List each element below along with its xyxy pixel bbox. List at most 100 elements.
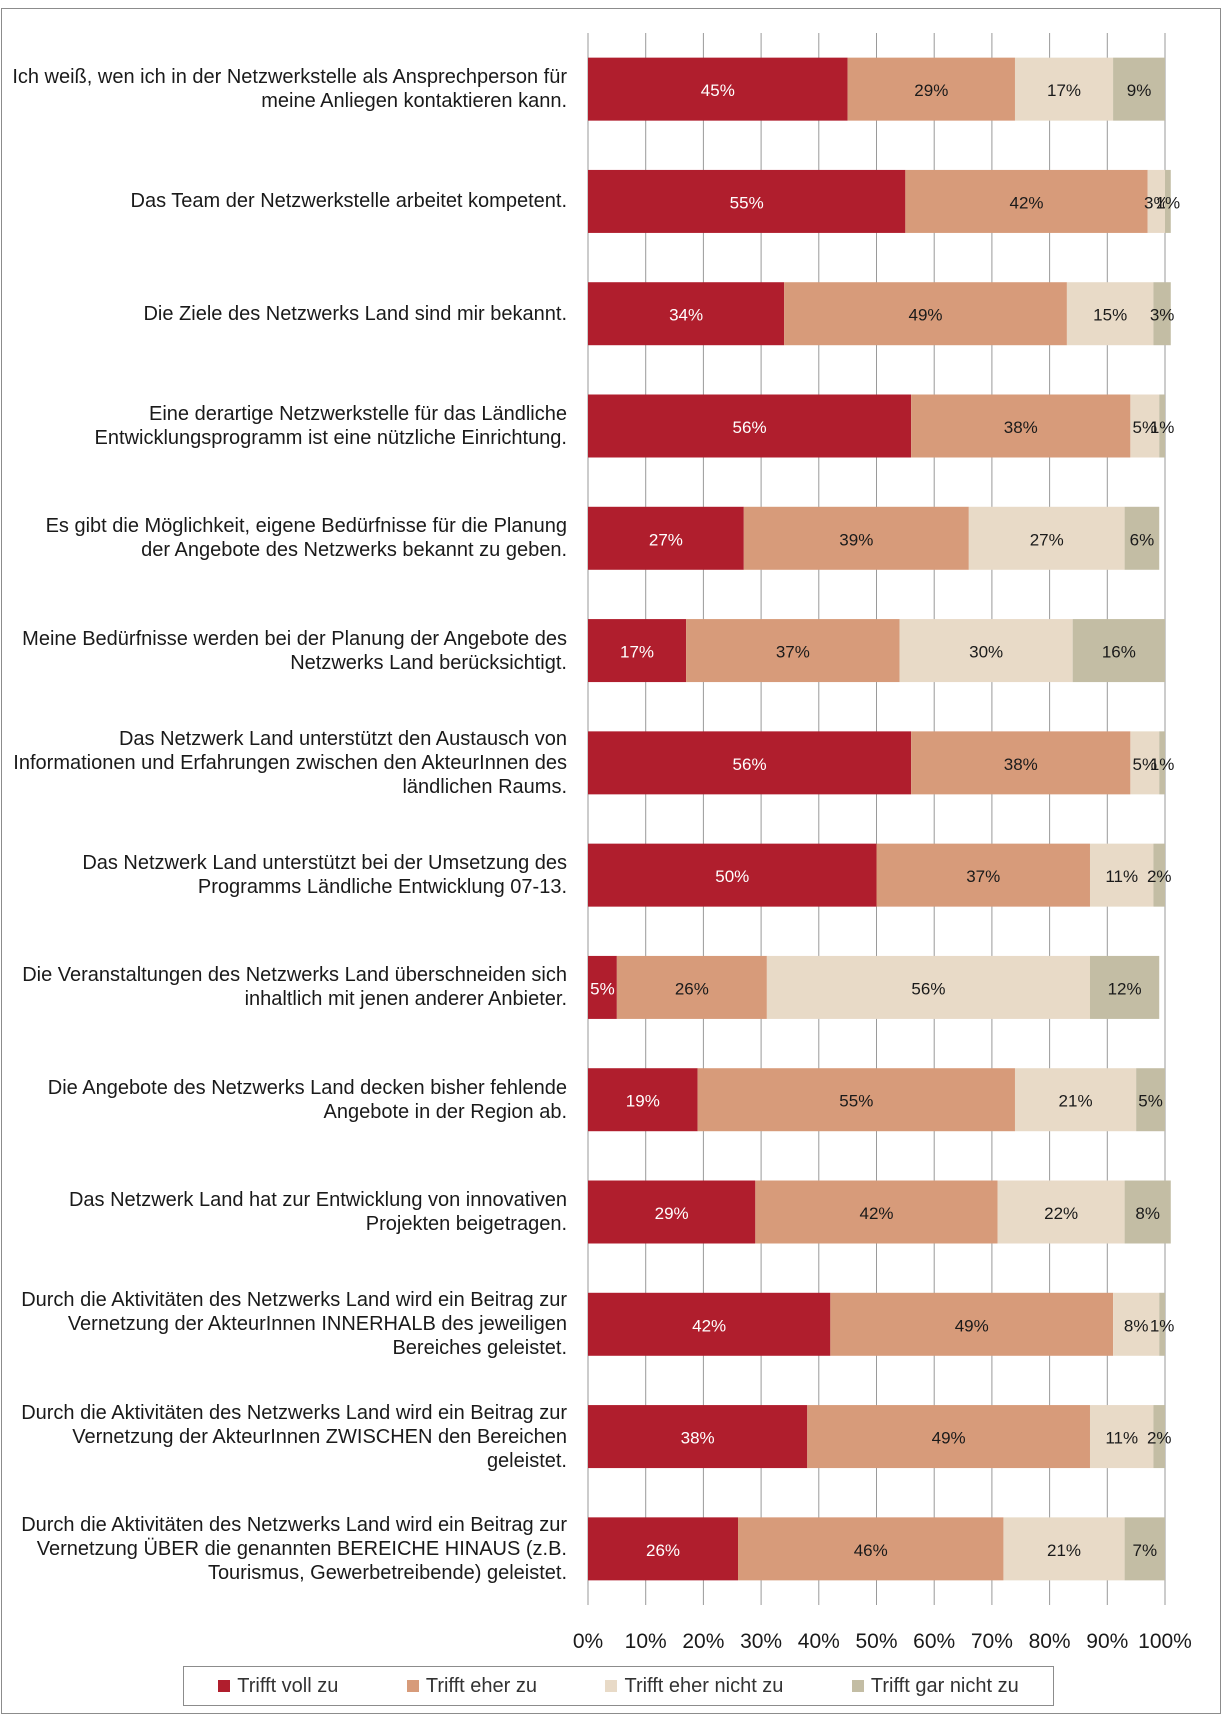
data-label: 55% (730, 193, 764, 212)
category-label-text: Das Netzwerk Land unterstützt bei der Um… (82, 852, 567, 899)
data-label: 9% (1127, 81, 1152, 100)
legend-label: Trifft eher zu (425, 1674, 537, 1697)
data-label: 29% (914, 81, 948, 100)
data-label: 26% (646, 1541, 680, 1560)
bar-segment (1130, 731, 1160, 795)
data-label: 19% (626, 1092, 660, 1111)
legend-item: Trifft eher nicht zu (605, 1675, 783, 1698)
category-label-text: Das Team der Netzwerkstelle arbeitet kom… (130, 190, 568, 213)
bar-segment (755, 1180, 998, 1244)
legend-label: Trifft voll zu (237, 1674, 339, 1697)
data-label: 11% (1105, 1429, 1138, 1448)
data-label: 5% (1133, 755, 1158, 774)
bar-segment (1014, 57, 1114, 121)
data-label: 42% (859, 1204, 893, 1223)
data-label: 5% (590, 979, 615, 998)
category-label: Die Veranstaltungen des Netzwerks Land ü… (12, 933, 567, 1041)
chart-frame (1, 8, 1221, 1714)
bar-segment (1113, 57, 1165, 121)
data-label: 1% (1150, 418, 1175, 437)
category-label-text: Meine Bedürfnisse werden bei der Planung… (22, 627, 567, 674)
data-label: 38% (681, 1429, 715, 1448)
legend-label: Trifft eher nicht zu (624, 1674, 784, 1697)
data-label: 3% (1150, 306, 1175, 325)
data-label: 55% (839, 1092, 873, 1111)
data-label: 3% (1144, 193, 1169, 212)
bar-segment (738, 1517, 1004, 1581)
bar-segment (1147, 169, 1165, 233)
bar-segment (876, 843, 1090, 907)
data-label: 21% (1047, 1541, 1081, 1560)
data-label: 12% (1108, 979, 1142, 998)
data-label: 38% (1004, 755, 1038, 774)
x-tick-label: 70% (971, 1630, 1013, 1653)
x-tick-label: 10% (625, 1630, 667, 1653)
bar-segment (1014, 1068, 1137, 1132)
bar-segment (588, 169, 906, 233)
category-label-text: Die Ziele des Netzwerks Land sind mir be… (143, 302, 567, 325)
data-label: 29% (655, 1204, 689, 1223)
category-label: Durch die Aktivitäten des Netzwerks Land… (12, 1383, 567, 1491)
bar-segment (743, 506, 969, 570)
bar-segment (1003, 1517, 1125, 1581)
data-label: 50% (715, 867, 749, 886)
legend-swatch (218, 1680, 231, 1692)
category-label: Ich weiß, wen ich in der Netzwerkstelle … (12, 35, 567, 143)
data-label: 45% (701, 81, 735, 100)
category-label: Das Team der Netzwerkstelle arbeitet kom… (12, 147, 568, 255)
bar-segment (588, 1405, 808, 1469)
bar-segment (588, 731, 912, 795)
bar-segment (1124, 1180, 1171, 1244)
bar-segment (588, 1292, 831, 1356)
bar-segment (784, 282, 1067, 346)
data-label: 49% (909, 306, 943, 325)
category-label: Meine Bedürfnisse werden bei der Planung… (12, 597, 567, 705)
x-tick-label: 60% (913, 1630, 955, 1653)
data-label: 2% (1147, 867, 1172, 886)
legend-item: Trifft gar nicht zu (851, 1675, 1019, 1698)
bar-segment (847, 57, 1015, 121)
bar-segment (1124, 1517, 1165, 1581)
data-label: 5% (1138, 1092, 1163, 1111)
legend-swatch (851, 1680, 864, 1692)
data-label: 56% (733, 418, 767, 437)
category-label-text: Eine derartige Netzwerkstelle für das Lä… (94, 403, 567, 449)
data-label: 56% (911, 979, 945, 998)
data-label: 49% (932, 1429, 966, 1448)
bar-segment (1136, 1068, 1165, 1132)
data-label: 42% (1010, 193, 1044, 212)
category-label-text: Das Netzwerk Land hat zur Entwicklung vo… (68, 1189, 567, 1235)
data-label: 39% (839, 530, 873, 549)
category-label-text: Ich weiß, wen ich in der Netzwerkstelle … (12, 66, 567, 113)
bar-segment (588, 1068, 698, 1132)
bar-segment (968, 506, 1125, 570)
x-tick-label: 20% (682, 1630, 724, 1653)
bar-segment (807, 1405, 1090, 1469)
data-label: 2% (1147, 1429, 1172, 1448)
data-label: 8% (1135, 1204, 1160, 1223)
data-label: 21% (1059, 1092, 1093, 1111)
category-label: Durch die Aktivitäten des Netzwerks Land… (12, 1270, 567, 1378)
category-label: Das Netzwerk Land unterstützt den Austau… (12, 709, 567, 817)
data-label: 15% (1093, 306, 1127, 325)
bar-segment (1165, 169, 1171, 233)
bar-segment (911, 394, 1131, 458)
bar-segment (588, 619, 687, 683)
legend-item: Trifft eher zu (406, 1674, 537, 1698)
category-label-text: Es gibt die Möglichkeit, eigene Bedürfni… (45, 515, 567, 562)
bar-segment (1159, 731, 1165, 795)
data-label: 16% (1102, 643, 1136, 662)
data-label: 42% (692, 1316, 726, 1335)
bar-segment (1153, 843, 1165, 907)
data-label: 38% (1004, 418, 1038, 437)
data-label: 7% (1133, 1541, 1158, 1560)
category-label: Eine derartige Netzwerkstelle für das Lä… (12, 372, 567, 480)
bar-segment (911, 731, 1131, 795)
bar-segment (588, 57, 848, 121)
bar-segment (588, 955, 617, 1019)
category-label: Die Angebote des Netzwerks Land decken b… (12, 1046, 567, 1154)
bar-segment (1113, 1292, 1160, 1356)
data-label: 1% (1156, 193, 1181, 212)
category-label: Das Netzwerk Land unterstützt bei der Um… (12, 821, 567, 929)
data-label: 27% (649, 530, 683, 549)
